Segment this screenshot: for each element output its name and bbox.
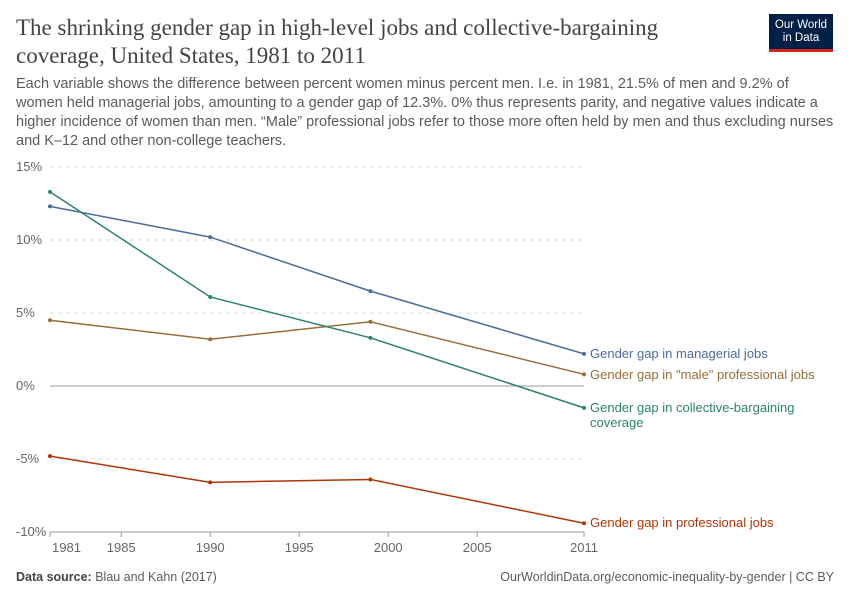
footer-url[interactable]: OurWorldinData.org/economic-inequality-b… [500, 570, 834, 584]
x-tick-label: 2011 [570, 540, 598, 555]
data-point [48, 454, 52, 459]
series-line [49, 319, 585, 376]
source-label: Data source: [16, 570, 92, 584]
data-source: Data source: Blau and Kahn (2017) [16, 570, 217, 584]
chart-title: The shrinking gender gap in high-level j… [16, 15, 659, 68]
data-point [48, 204, 52, 209]
data-point [208, 480, 213, 485]
y-tick-label: 5% [16, 305, 35, 320]
series-label: Gender gap in collective-bargaining cover… [590, 400, 795, 430]
data-point [368, 477, 373, 482]
y-tick-label: -5% [16, 451, 40, 466]
series-line [49, 205, 585, 355]
data-point [208, 337, 213, 342]
owid-logo[interactable]: Our World in Data [769, 14, 833, 52]
source-text: Blau and Kahn (2017) [95, 570, 217, 584]
series-line [49, 191, 585, 409]
series-line [49, 455, 585, 524]
data-point [582, 405, 586, 410]
y-tick-label: -10% [16, 524, 47, 539]
data-point [48, 318, 52, 323]
x-tick-label: 2005 [463, 540, 492, 555]
series-label: Gender gap in managerial jobs [590, 346, 768, 361]
x-tick-label: 1981 [52, 540, 81, 555]
data-point [582, 372, 586, 377]
x-tick-label: 1985 [107, 540, 136, 555]
y-tick-label: 15% [16, 159, 42, 174]
data-point [48, 189, 52, 194]
data-point [368, 335, 373, 340]
series-label: Gender gap in professional jobs [590, 515, 774, 530]
data-point [582, 351, 586, 356]
series-label-line: coverage [590, 415, 643, 430]
data-point [582, 521, 586, 526]
series-label: Gender gap in "male" professional jobs [590, 367, 815, 382]
series-label-line: Gender gap in collective-bargaining [590, 400, 795, 415]
data-point [368, 319, 373, 324]
data-point [208, 235, 213, 240]
data-point [368, 289, 373, 294]
data-point [208, 294, 213, 299]
x-tick-label: 1995 [285, 540, 314, 555]
x-tick-label: 2000 [374, 540, 403, 555]
x-tick-label: 1990 [196, 540, 225, 555]
chart-subtitle: Each variable shows the difference betwe… [16, 76, 834, 149]
y-tick-label: 10% [16, 232, 42, 247]
y-tick-label: 0% [16, 378, 35, 393]
